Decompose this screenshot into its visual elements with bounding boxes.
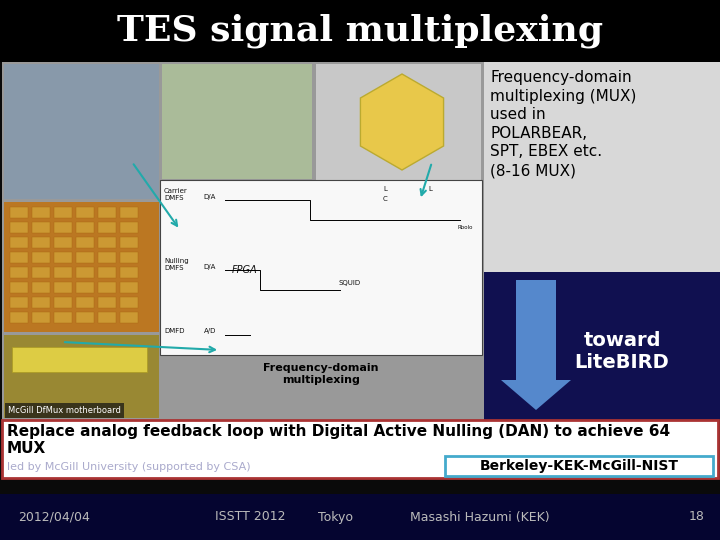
FancyBboxPatch shape [0, 494, 720, 540]
FancyBboxPatch shape [162, 64, 312, 179]
Text: FPGA: FPGA [232, 265, 258, 275]
Text: Tokyo: Tokyo [318, 510, 353, 523]
FancyBboxPatch shape [76, 222, 94, 233]
FancyBboxPatch shape [316, 64, 481, 189]
FancyBboxPatch shape [160, 180, 482, 355]
FancyBboxPatch shape [76, 237, 94, 248]
FancyBboxPatch shape [98, 237, 116, 248]
FancyBboxPatch shape [120, 282, 138, 293]
FancyBboxPatch shape [32, 312, 50, 323]
FancyBboxPatch shape [98, 207, 116, 218]
FancyBboxPatch shape [120, 312, 138, 323]
Text: Rbolo: Rbolo [457, 225, 473, 230]
FancyBboxPatch shape [120, 237, 138, 248]
FancyBboxPatch shape [32, 237, 50, 248]
Text: Nulling
DMFS: Nulling DMFS [164, 258, 189, 271]
FancyBboxPatch shape [98, 267, 116, 278]
FancyBboxPatch shape [76, 252, 94, 263]
FancyBboxPatch shape [98, 222, 116, 233]
Text: L: L [428, 186, 432, 192]
FancyBboxPatch shape [98, 252, 116, 263]
FancyBboxPatch shape [10, 222, 28, 233]
Text: McGill DfMux motherboard: McGill DfMux motherboard [8, 406, 121, 415]
Text: TES signal multiplexing: TES signal multiplexing [117, 14, 603, 48]
FancyBboxPatch shape [12, 347, 147, 372]
FancyBboxPatch shape [316, 64, 481, 189]
Text: ISSTT 2012: ISSTT 2012 [215, 510, 285, 523]
Text: 18: 18 [689, 510, 705, 523]
Text: C: C [382, 196, 387, 202]
FancyBboxPatch shape [54, 312, 72, 323]
Text: DMFD: DMFD [164, 328, 184, 334]
FancyBboxPatch shape [10, 297, 28, 308]
FancyBboxPatch shape [54, 222, 72, 233]
Text: toward
LiteBIRD: toward LiteBIRD [575, 330, 670, 372]
FancyBboxPatch shape [484, 272, 720, 420]
Text: 2012/04/04: 2012/04/04 [18, 510, 90, 523]
FancyBboxPatch shape [54, 267, 72, 278]
Polygon shape [501, 380, 571, 410]
Text: Frequency-domain
multiplexing (MUX)
used in
POLARBEAR,
SPT, EBEX etc.
(8-16 MUX): Frequency-domain multiplexing (MUX) used… [490, 70, 636, 178]
Text: D/A: D/A [204, 264, 216, 270]
FancyBboxPatch shape [32, 267, 50, 278]
FancyBboxPatch shape [120, 222, 138, 233]
FancyBboxPatch shape [76, 282, 94, 293]
Text: D/A: D/A [204, 194, 216, 200]
FancyBboxPatch shape [445, 456, 713, 476]
FancyBboxPatch shape [516, 280, 556, 380]
FancyBboxPatch shape [54, 297, 72, 308]
FancyBboxPatch shape [54, 252, 72, 263]
Text: Frequency-domain
multiplexing: Frequency-domain multiplexing [264, 363, 379, 384]
FancyBboxPatch shape [10, 207, 28, 218]
FancyBboxPatch shape [120, 207, 138, 218]
FancyBboxPatch shape [4, 335, 159, 418]
FancyBboxPatch shape [76, 312, 94, 323]
FancyBboxPatch shape [32, 252, 50, 263]
FancyBboxPatch shape [32, 222, 50, 233]
FancyBboxPatch shape [2, 420, 718, 478]
FancyBboxPatch shape [10, 267, 28, 278]
FancyBboxPatch shape [120, 297, 138, 308]
FancyBboxPatch shape [120, 267, 138, 278]
FancyBboxPatch shape [32, 207, 50, 218]
FancyBboxPatch shape [4, 202, 159, 332]
Text: Carrier
DMFS: Carrier DMFS [164, 188, 188, 201]
FancyBboxPatch shape [54, 207, 72, 218]
FancyBboxPatch shape [76, 267, 94, 278]
FancyBboxPatch shape [98, 282, 116, 293]
FancyBboxPatch shape [98, 312, 116, 323]
FancyBboxPatch shape [10, 312, 28, 323]
FancyBboxPatch shape [484, 62, 720, 272]
FancyBboxPatch shape [98, 297, 116, 308]
Text: Berkeley-KEK-McGill-NIST: Berkeley-KEK-McGill-NIST [480, 459, 678, 473]
FancyBboxPatch shape [2, 62, 484, 420]
Text: L: L [383, 186, 387, 192]
FancyBboxPatch shape [120, 252, 138, 263]
Text: A/D: A/D [204, 328, 216, 334]
FancyBboxPatch shape [76, 207, 94, 218]
Text: led by McGill University (supported by CSA): led by McGill University (supported by C… [7, 462, 251, 472]
FancyBboxPatch shape [54, 237, 72, 248]
Text: Masashi Hazumi (KEK): Masashi Hazumi (KEK) [410, 510, 550, 523]
FancyBboxPatch shape [76, 297, 94, 308]
FancyBboxPatch shape [32, 282, 50, 293]
FancyBboxPatch shape [54, 282, 72, 293]
FancyBboxPatch shape [10, 282, 28, 293]
Text: SQUID: SQUID [339, 280, 361, 286]
Text: Replace analog feedback loop with Digital Active Nulling (DAN) to achieve 64
MUX: Replace analog feedback loop with Digita… [7, 424, 670, 456]
FancyBboxPatch shape [10, 237, 28, 248]
FancyBboxPatch shape [0, 0, 720, 62]
FancyBboxPatch shape [10, 252, 28, 263]
FancyBboxPatch shape [4, 64, 159, 199]
FancyBboxPatch shape [32, 297, 50, 308]
